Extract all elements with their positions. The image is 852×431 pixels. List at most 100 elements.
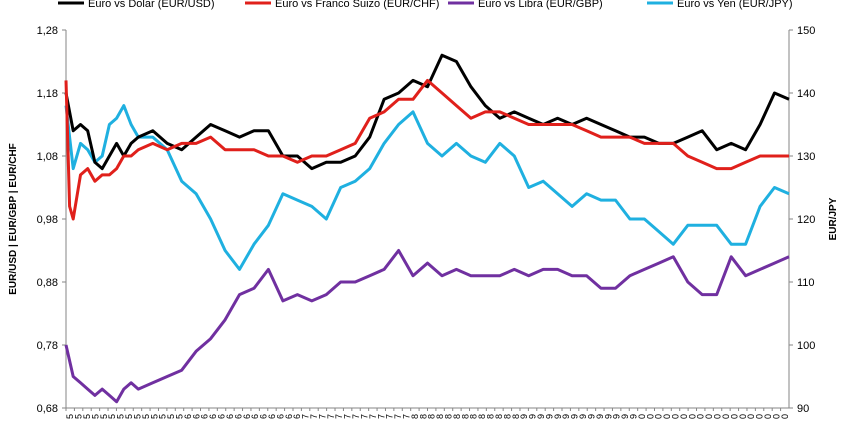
right-axis-tick-labels: 150 140 130 120 110 100 90 (789, 25, 815, 415)
x-axis-tick-label: 8 (511, 414, 521, 419)
x-axis-tick-label: 7 (368, 414, 378, 419)
x-axis-tick-label: 6 (275, 414, 285, 419)
right-axis-tick-label: 150 (797, 25, 815, 37)
x-axis-tick-label: 8 (435, 414, 445, 419)
x-axis-tick-label: 8 (452, 414, 462, 419)
left-axis-tick-label: 0,98 (37, 214, 58, 226)
x-axis-tick-label: 5 (174, 414, 184, 419)
x-axis-tick-label: 0 (671, 414, 681, 419)
x-axis-tick-label: 9 (586, 414, 596, 419)
x-axis-tick-label: 7 (393, 414, 403, 419)
x-axis-tick-label: 0 (780, 414, 790, 419)
right-axis-title: EUR/JPY (828, 197, 839, 240)
x-axis-tick-label: 8 (460, 414, 470, 419)
right-axis-tick-label: 130 (797, 151, 815, 163)
left-axis-tick-label: 0,68 (37, 403, 58, 415)
x-axis-tick-label: 0 (729, 414, 739, 419)
left-axis-tick-label: 0,78 (37, 340, 58, 352)
x-axis-tick-label: 6 (267, 414, 277, 419)
x-axis-tick-label: 7 (301, 414, 311, 419)
left-axis-tick-label: 1,08 (37, 151, 58, 163)
x-axis-tick-label: 9 (620, 414, 630, 419)
x-axis-tick-label: 5 (74, 414, 84, 419)
x-axis-tick-label: 5 (132, 414, 142, 419)
x-axis-tick-label: 5 (158, 414, 168, 419)
x-axis-tick-label: 9 (544, 414, 554, 419)
x-axis-tick-label: 8 (494, 414, 504, 419)
x-axis-tick-label: 7 (317, 414, 327, 419)
x-axis-tick-label: 6 (233, 414, 243, 419)
x-axis-tick-label: 7 (326, 414, 336, 419)
x-axis-tick-label: 6 (208, 414, 218, 419)
x-axis-tick-label: 0 (696, 414, 706, 419)
x-axis-tick-label: 6 (259, 414, 269, 419)
x-axis-tick-label: 9 (519, 414, 529, 419)
left-axis-tick-labels: 1,28 1,18 1,08 0,98 0,88 0,78 0,68 (37, 25, 66, 415)
x-axis-tick-label: 0 (746, 414, 756, 419)
x-axis-tick-label: 9 (553, 414, 563, 419)
left-axis-tick-label: 1,28 (37, 25, 58, 37)
x-axis-tick-label: 0 (738, 414, 748, 419)
right-axis-tick-label: 90 (797, 403, 809, 415)
right-axis-tick-label: 110 (797, 277, 815, 289)
x-axis-tick-label: 5 (141, 414, 151, 419)
x-axis-tick-label: 6 (284, 414, 294, 419)
x-axis-tick-label: 6 (217, 414, 227, 419)
right-axis-tick-label: 100 (797, 340, 815, 352)
x-axis-tick-label: 6 (191, 414, 201, 419)
legend: Euro vs Dolar (EUR/USD) Euro vs Franco Su… (58, 0, 793, 10)
legend-label: Euro vs Dolar (EUR/USD) (88, 0, 215, 10)
x-axis-tick-label: 6 (225, 414, 235, 419)
left-axis-tick-label: 1,18 (37, 88, 58, 100)
x-axis-tick-label: 8 (444, 414, 454, 419)
x-axis-tick-label: 7 (401, 414, 411, 419)
x-axis-tick-label: 5 (107, 414, 117, 419)
x-axis-tick-label: 7 (376, 414, 386, 419)
x-axis-tick-label: 5 (99, 414, 109, 419)
x-axis-tick-label: 8 (427, 414, 437, 419)
x-axis-tick-label: 5 (116, 414, 126, 419)
x-axis-tick-label: 9 (595, 414, 605, 419)
x-axis-tick-label: 7 (385, 414, 395, 419)
x-axis-tick-label: 7 (359, 414, 369, 419)
left-axis-title: EUR/USD | EUR/GBP | EUR/CHF (8, 143, 19, 295)
x-axis-tick-label: 0 (687, 414, 697, 419)
x-axis-tick-label: 6 (200, 414, 210, 419)
x-axis-tick-label: 6 (250, 414, 260, 419)
x-axis-tick-label: 0 (771, 414, 781, 419)
series-line (64, 104, 790, 271)
left-axis-tick-label: 0,88 (37, 277, 58, 289)
x-axis-tick-label: 0 (662, 414, 672, 419)
series-line (64, 78, 789, 221)
legend-label: Euro vs Franco Suizo (EUR/CHF) (275, 0, 439, 10)
x-axis-tick-label: 5 (124, 414, 134, 419)
x-axis-tick-label: 8 (486, 414, 496, 419)
x-axis-tick-label: 5 (149, 414, 159, 419)
x-axis-tick-label: 0 (755, 414, 765, 419)
x-axis-tick-label: 9 (612, 414, 622, 419)
x-axis-ticks: 5555555555555566666666666666777777777777… (65, 408, 790, 419)
x-axis-tick-label: 0 (704, 414, 714, 419)
x-axis-tick-label: 9 (603, 414, 613, 419)
x-axis-tick-label: 5 (65, 414, 75, 419)
x-axis-tick-label: 7 (309, 414, 319, 419)
x-axis-tick-label: 0 (679, 414, 689, 419)
x-axis-tick-label: 6 (242, 414, 252, 419)
x-axis-tick-label: 8 (410, 414, 420, 419)
x-axis-tick-label: 0 (763, 414, 773, 419)
x-axis-tick-label: 5 (166, 414, 176, 419)
x-axis-tick-label: 9 (528, 414, 538, 419)
x-axis-tick-label: 0 (654, 414, 664, 419)
x-axis-tick-label: 7 (343, 414, 353, 419)
x-axis-tick-label: 0 (637, 414, 647, 419)
right-axis-tick-label: 120 (797, 214, 815, 226)
x-axis-tick-label: 8 (469, 414, 479, 419)
x-axis-tick-label: 9 (570, 414, 580, 419)
x-axis-tick-label: 8 (502, 414, 512, 419)
x-axis-tick-label: 0 (721, 414, 731, 419)
series-line (64, 249, 790, 404)
legend-label: Euro vs Libra (EUR/GBP) (478, 0, 603, 10)
x-axis-tick-label: 5 (90, 414, 100, 419)
